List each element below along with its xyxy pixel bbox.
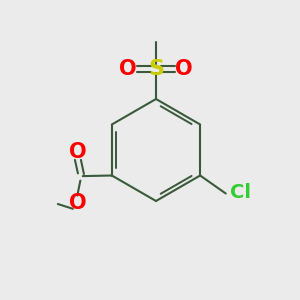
Text: O: O	[175, 59, 193, 79]
Text: O: O	[68, 142, 86, 162]
Text: O: O	[119, 59, 137, 79]
Text: Cl: Cl	[230, 182, 251, 202]
Text: O: O	[68, 193, 86, 213]
Text: S: S	[148, 59, 164, 79]
